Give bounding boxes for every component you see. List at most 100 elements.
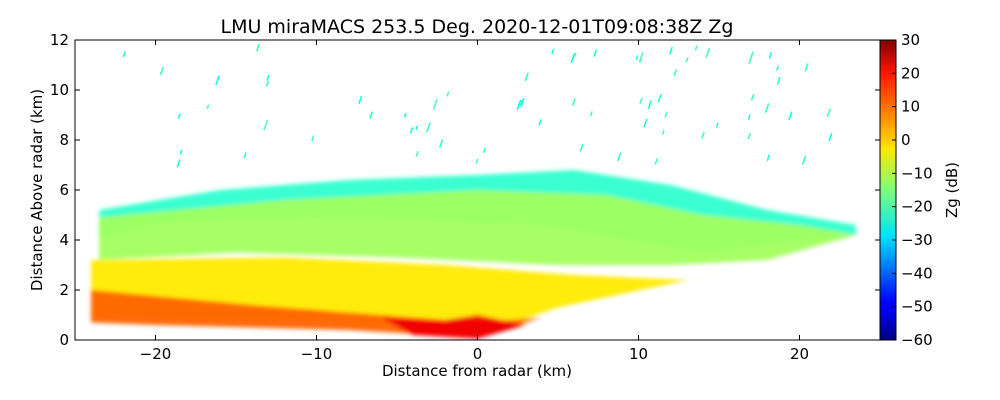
- echo-speck: [409, 127, 414, 134]
- echo-speck: [685, 57, 689, 63]
- echo-speck: [747, 114, 751, 120]
- echo-speck: [311, 135, 315, 142]
- colorbar-tick-label: 0: [901, 131, 911, 149]
- echo-speck: [635, 55, 639, 60]
- echo-speck: [654, 158, 659, 165]
- reflectivity-region-mid-level-cloud: [99, 190, 856, 265]
- echo-speck: [206, 104, 210, 110]
- colorbar-tick-label: −10: [901, 164, 933, 182]
- echo-speck: [243, 152, 247, 159]
- echo-speck: [159, 66, 165, 76]
- echo-speck: [438, 139, 444, 148]
- x-axis-label: Distance from radar (km): [382, 362, 572, 380]
- colorbar-tick-label: 20: [901, 64, 920, 82]
- chart-title: LMU miraMACS 253.5 Deg. 2020-12-01T09:08…: [221, 16, 734, 38]
- echo-speck: [776, 76, 781, 86]
- echo-speck: [694, 45, 698, 51]
- echo-speck: [828, 133, 833, 142]
- echo-speck: [263, 119, 269, 131]
- echo-speck: [639, 97, 643, 104]
- echo-speck: [657, 94, 662, 103]
- echo-speck: [643, 118, 648, 128]
- reflectivity-region-rain-core-at-radar: [380, 315, 526, 339]
- echo-speck: [750, 94, 755, 101]
- echo-speck: [369, 111, 374, 119]
- echo-speck: [801, 155, 807, 165]
- colorbar-label: Zg (dB): [943, 162, 961, 218]
- echo-speck: [520, 97, 525, 107]
- colorbar-axis: 30 20 10 0 −10 −20 −30 −40 −50 −60: [892, 31, 933, 349]
- echo-speck: [664, 111, 668, 118]
- echo-speck: [748, 53, 754, 65]
- echo-speck: [747, 132, 752, 140]
- y-tick-label: 4: [59, 231, 69, 249]
- x-tick-label: −20: [140, 345, 172, 363]
- x-tick-label: 20: [790, 345, 809, 363]
- echo-speck: [177, 113, 181, 119]
- colorbar: [879, 39, 897, 341]
- echo-speck: [617, 152, 622, 162]
- y-axis-label: Distance Above radar (km): [28, 89, 46, 291]
- echo-speck: [215, 75, 220, 86]
- echo-speck: [647, 100, 652, 110]
- reflectivity-regions: [91, 170, 856, 339]
- echo-speck: [788, 111, 793, 121]
- y-tick-label: 0: [59, 331, 69, 349]
- echo-speck: [579, 144, 584, 152]
- echo-speck: [589, 111, 593, 117]
- echo-speck: [516, 99, 522, 111]
- echo-speck: [265, 80, 270, 87]
- colorbar-tick-label: −50: [901, 298, 933, 316]
- echo-speck: [475, 158, 479, 164]
- echo-speck: [551, 48, 555, 55]
- echo-speck: [715, 122, 719, 128]
- echo-speck: [673, 68, 678, 77]
- echo-speck: [176, 159, 181, 168]
- colorbar-tick-label: −60: [901, 331, 933, 349]
- echo-speck: [432, 99, 438, 110]
- colorbar-tick-label: −40: [901, 264, 933, 282]
- y-tick-label: 8: [59, 131, 69, 149]
- echo-speck: [768, 52, 773, 59]
- colorbar-tick-label: −30: [901, 231, 933, 249]
- echo-speck: [122, 51, 127, 58]
- echo-speck: [661, 130, 665, 135]
- echo-speck: [255, 43, 260, 52]
- echo-speck: [826, 108, 831, 118]
- colorbar-tick-label: −20: [901, 198, 933, 216]
- y-tick-label: 10: [50, 81, 69, 99]
- echo-speck: [266, 74, 270, 81]
- echo-speck: [571, 98, 576, 106]
- echo-speck: [415, 150, 419, 157]
- x-tick-label: 10: [629, 345, 648, 363]
- echo-speck: [482, 147, 487, 154]
- echo-speck: [705, 47, 711, 58]
- y-tick-label: 12: [50, 31, 69, 49]
- echo-speck: [804, 63, 809, 72]
- echo-speck: [403, 112, 407, 118]
- echo-speck: [766, 154, 771, 162]
- echo-speck: [764, 103, 770, 113]
- echo-speck: [775, 65, 780, 71]
- y-tick-label: 6: [59, 181, 69, 199]
- x-tick-label: −10: [301, 345, 333, 363]
- y-axis: 0 2 4 6 8 10 12: [50, 31, 880, 349]
- echo-speck: [415, 125, 419, 131]
- y-tick-label: 2: [59, 281, 69, 299]
- echo-speck: [701, 131, 705, 139]
- x-tick-label: 0: [473, 345, 483, 363]
- echo-speck: [426, 122, 431, 133]
- echo-speck: [179, 149, 183, 155]
- sparse-echo-specks: [122, 43, 833, 168]
- echo-speck: [358, 95, 363, 104]
- colorbar-tick-label: 10: [901, 98, 920, 116]
- echo-speck: [669, 46, 673, 55]
- reflectivity-field: [91, 170, 856, 339]
- echo-speck: [570, 53, 576, 64]
- echo-speck: [524, 72, 529, 82]
- echo-speck: [593, 49, 598, 57]
- echo-speck: [446, 91, 450, 97]
- echo-speck: [638, 52, 644, 62]
- echo-speck: [573, 52, 577, 58]
